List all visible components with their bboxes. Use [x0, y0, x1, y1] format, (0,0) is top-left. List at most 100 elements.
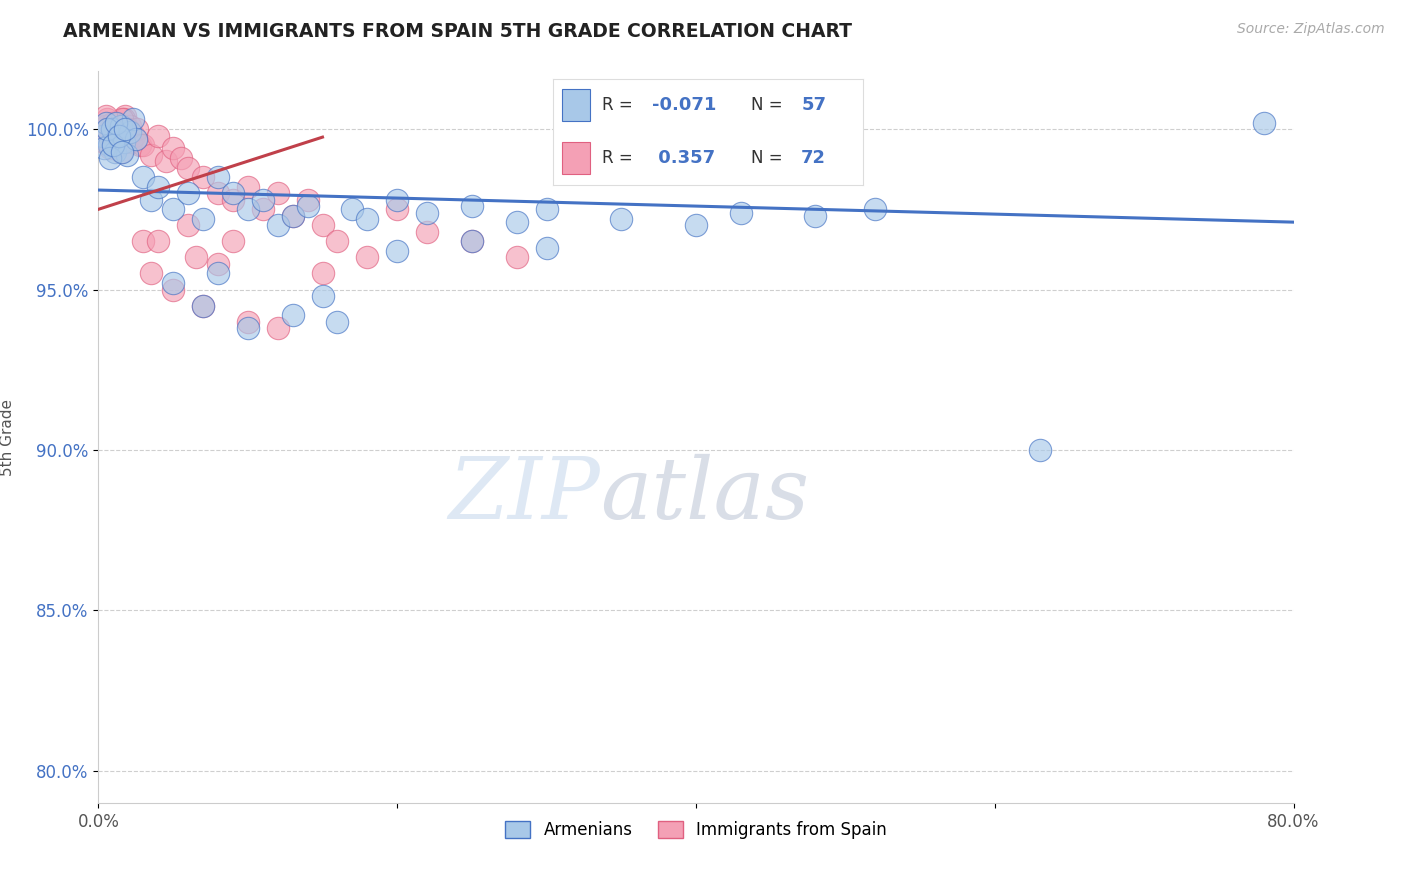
- Point: [155, 154, 177, 169]
- Point: [107, 122, 129, 136]
- Point: [96, 112, 118, 127]
- Point: [416, 225, 439, 239]
- Point: [385, 202, 409, 217]
- Point: [356, 211, 378, 226]
- Point: [111, 128, 134, 143]
- Point: [177, 219, 200, 233]
- Point: [865, 202, 887, 217]
- Point: [385, 193, 409, 207]
- Point: [132, 235, 155, 249]
- Point: [222, 186, 245, 201]
- Point: [536, 202, 558, 217]
- Point: [461, 235, 484, 249]
- Point: [162, 141, 184, 155]
- Point: [804, 209, 827, 223]
- Point: [148, 128, 170, 143]
- Point: [115, 128, 138, 143]
- Point: [93, 141, 115, 155]
- Point: [94, 119, 117, 133]
- Point: [98, 135, 122, 149]
- Point: [267, 219, 290, 233]
- Point: [610, 211, 633, 226]
- Text: ARMENIAN VS IMMIGRANTS FROM SPAIN 5TH GRADE CORRELATION CHART: ARMENIAN VS IMMIGRANTS FROM SPAIN 5TH GR…: [63, 22, 852, 41]
- Point: [98, 151, 122, 165]
- Point: [108, 138, 131, 153]
- Point: [94, 109, 117, 123]
- Point: [91, 128, 114, 143]
- Point: [101, 116, 124, 130]
- Point: [117, 122, 139, 136]
- Point: [162, 202, 184, 217]
- Text: Source: ZipAtlas.com: Source: ZipAtlas.com: [1237, 22, 1385, 37]
- Point: [110, 145, 132, 159]
- Text: ZIP: ZIP: [449, 454, 600, 537]
- Point: [207, 186, 229, 201]
- Point: [236, 321, 259, 335]
- Point: [107, 128, 129, 143]
- Point: [97, 138, 120, 153]
- Point: [252, 202, 274, 217]
- Point: [730, 205, 752, 219]
- Point: [1253, 116, 1275, 130]
- Point: [191, 299, 214, 313]
- Point: [281, 209, 304, 223]
- Point: [108, 116, 131, 130]
- Point: [191, 211, 214, 226]
- Point: [236, 202, 259, 217]
- Point: [326, 315, 349, 329]
- Y-axis label: 5th Grade: 5th Grade: [0, 399, 14, 475]
- Point: [356, 251, 378, 265]
- Point: [236, 179, 259, 194]
- Point: [94, 116, 117, 130]
- Point: [98, 141, 122, 155]
- Point: [111, 145, 134, 159]
- Text: atlas: atlas: [600, 454, 810, 537]
- Point: [103, 116, 125, 130]
- Point: [96, 122, 118, 136]
- Point: [169, 151, 191, 165]
- Point: [1028, 442, 1050, 457]
- Point: [93, 135, 115, 149]
- Point: [132, 138, 155, 153]
- Point: [105, 116, 128, 130]
- Point: [125, 132, 148, 146]
- Point: [139, 148, 162, 162]
- Point: [281, 209, 304, 223]
- Point: [177, 161, 200, 175]
- Point: [121, 112, 143, 127]
- Point: [506, 251, 529, 265]
- Point: [281, 308, 304, 322]
- Point: [112, 112, 135, 127]
- Point: [252, 193, 274, 207]
- Point: [416, 205, 439, 219]
- Point: [96, 122, 118, 136]
- Point: [536, 241, 558, 255]
- Point: [111, 112, 134, 127]
- Point: [118, 119, 141, 133]
- Point: [148, 235, 170, 249]
- Point: [311, 267, 333, 281]
- Point: [311, 219, 333, 233]
- Point: [207, 170, 229, 185]
- Point: [115, 148, 138, 162]
- Legend: Armenians, Immigrants from Spain: Armenians, Immigrants from Spain: [499, 814, 893, 846]
- Point: [311, 289, 333, 303]
- Point: [114, 109, 136, 123]
- Point: [461, 199, 484, 213]
- Point: [105, 141, 128, 155]
- Point: [326, 235, 349, 249]
- Point: [104, 132, 127, 146]
- Point: [506, 215, 529, 229]
- Point: [162, 283, 184, 297]
- Point: [222, 235, 245, 249]
- Point: [342, 202, 364, 217]
- Point: [104, 145, 127, 159]
- Point: [120, 135, 142, 149]
- Point: [148, 179, 170, 194]
- Point: [110, 119, 132, 133]
- Point: [101, 122, 124, 136]
- Point: [139, 267, 162, 281]
- Point: [177, 186, 200, 201]
- Point: [267, 321, 290, 335]
- Point: [90, 119, 112, 133]
